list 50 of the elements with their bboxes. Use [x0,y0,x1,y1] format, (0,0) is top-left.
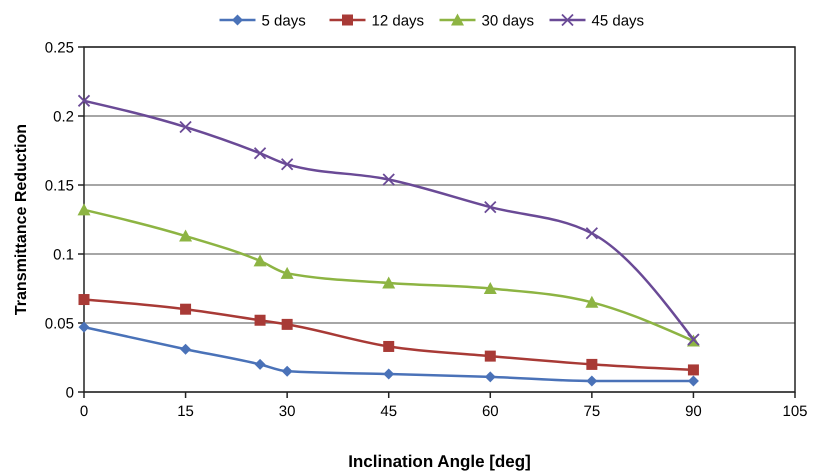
legend-label: 12 days [372,12,424,30]
point [585,296,598,308]
point [78,322,90,333]
point [382,276,396,288]
point [179,120,192,134]
point [484,200,497,214]
y-tick-label: 0 [66,384,74,402]
legend-label: 30 days [482,12,534,30]
point [180,304,192,315]
y-tick-label: 0.15 [44,177,74,194]
x-tick-label: 90 [685,403,702,420]
x-tick-label: 60 [482,403,499,420]
point [484,350,496,362]
point [688,375,699,386]
point [585,226,598,240]
y-tick-label: 0.2 [53,108,74,126]
point [383,340,394,352]
x-tick-label: 45 [380,403,398,420]
point [484,371,496,382]
point [586,375,598,386]
point [78,94,90,108]
x-tick-label: 75 [584,403,600,420]
legend-label: 45 days [592,12,644,30]
point [78,294,90,306]
point [282,318,293,330]
point [78,203,90,216]
y-tick-label: 0.1 [53,246,74,264]
point [282,366,293,377]
x-tick-label: 0 [80,403,88,420]
point [484,282,497,294]
point [280,266,294,279]
y-tick-label: 0.25 [44,39,74,56]
point [280,158,294,171]
point [254,254,267,266]
point [254,358,266,370]
y-axis-title: Transmittance Reduction [13,124,30,316]
x-tick-label: 30 [278,403,296,420]
x-axis-title: Inclination Angle [deg] [348,452,531,471]
point [179,230,192,242]
x-tick-label: 15 [177,403,194,420]
point [254,146,266,160]
point [383,368,394,380]
y-tick-label: 0.05 [44,315,74,332]
point [688,364,699,376]
point [254,314,266,326]
x-tick-label: 105 [782,403,808,420]
legend-label: 5 days [262,12,306,30]
point [180,344,192,355]
point [586,358,598,370]
point [382,173,396,186]
